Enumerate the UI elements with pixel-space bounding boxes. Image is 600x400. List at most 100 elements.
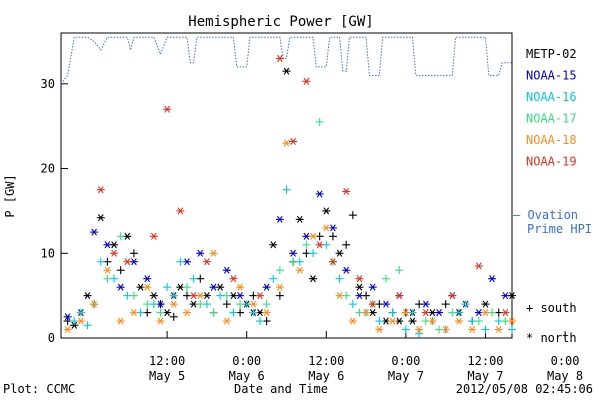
legend-item-metp-02: METP-02 bbox=[526, 47, 577, 61]
point-metp-02 bbox=[222, 300, 231, 309]
point-noaa-19 bbox=[123, 258, 132, 266]
point-noaa-17 bbox=[302, 240, 311, 249]
x-tick-date: May 8 bbox=[547, 369, 583, 383]
point-noaa-16 bbox=[163, 283, 172, 292]
chart-title: Hemispheric Power [GW] bbox=[188, 14, 373, 30]
point-noaa-15 bbox=[275, 215, 284, 223]
point-noaa-15 bbox=[143, 275, 152, 283]
point-metp-02 bbox=[275, 291, 284, 300]
point-noaa-15 bbox=[368, 283, 377, 291]
point-noaa-17 bbox=[448, 308, 457, 317]
ovation-legend-line1: — Ovation bbox=[513, 208, 578, 222]
legend-item-noaa-15: NOAA-15 bbox=[526, 69, 577, 83]
point-noaa-18 bbox=[348, 317, 357, 325]
point-metp-02 bbox=[342, 240, 351, 249]
ovation-hpi-line bbox=[60, 36, 512, 85]
legend-item-noaa-16: NOAA-16 bbox=[526, 90, 577, 104]
point-noaa-17 bbox=[169, 291, 178, 300]
point-metp-02 bbox=[309, 275, 318, 283]
point-noaa-17 bbox=[236, 300, 245, 309]
point-metp-02 bbox=[481, 300, 490, 308]
point-metp-02 bbox=[269, 241, 278, 249]
point-noaa-19 bbox=[395, 292, 404, 300]
point-noaa-18 bbox=[441, 325, 450, 334]
point-noaa-17 bbox=[129, 291, 138, 300]
point-noaa-16 bbox=[481, 325, 490, 334]
point-noaa-16 bbox=[508, 325, 516, 334]
point-noaa-15 bbox=[488, 275, 497, 283]
point-metp-02 bbox=[295, 215, 304, 223]
point-metp-02 bbox=[169, 312, 178, 321]
data-points bbox=[63, 54, 516, 338]
point-noaa-19 bbox=[315, 241, 324, 249]
point-noaa-18 bbox=[90, 300, 99, 308]
point-noaa-15 bbox=[103, 241, 112, 249]
point-noaa-19 bbox=[202, 258, 211, 266]
point-noaa-16 bbox=[401, 325, 410, 334]
point-noaa-19 bbox=[96, 186, 105, 194]
legend: METP-02 NOAA-15 NOAA-16 NOAA-17 NOAA-18 NOAA-… bbox=[526, 47, 577, 169]
point-noaa-17 bbox=[262, 300, 271, 309]
point-noaa-16 bbox=[388, 308, 397, 317]
legend-item-noaa-17: NOAA-17 bbox=[526, 112, 577, 126]
point-noaa-18 bbox=[116, 317, 125, 325]
point-noaa-17 bbox=[76, 308, 85, 317]
y-axis-label: P [GW] bbox=[3, 174, 17, 217]
point-noaa-18 bbox=[468, 325, 477, 334]
point-noaa-18 bbox=[236, 283, 245, 291]
point-metp-02 bbox=[335, 249, 344, 257]
point-noaa-18 bbox=[282, 139, 291, 147]
point-noaa-18 bbox=[143, 283, 152, 291]
x-axis-label: Date and Time bbox=[234, 382, 328, 396]
point-noaa-18 bbox=[169, 300, 178, 308]
point-metp-02 bbox=[408, 317, 417, 325]
point-noaa-18 bbox=[129, 309, 138, 317]
point-noaa-15 bbox=[342, 266, 351, 274]
point-noaa-16 bbox=[415, 329, 424, 338]
point-noaa-15 bbox=[381, 300, 390, 308]
point-metp-02 bbox=[96, 214, 105, 222]
point-noaa-18 bbox=[249, 300, 258, 308]
point-noaa-19 bbox=[302, 77, 311, 85]
point-noaa-16 bbox=[309, 249, 318, 258]
ovation-legend-line2: Prime HPI bbox=[527, 222, 592, 236]
point-noaa-15 bbox=[435, 309, 444, 317]
point-noaa-18 bbox=[481, 309, 490, 317]
point-noaa-18 bbox=[183, 309, 192, 317]
point-noaa-15 bbox=[355, 292, 364, 300]
point-noaa-18 bbox=[156, 317, 165, 325]
x-tick-time: 0:00 bbox=[551, 354, 580, 368]
point-noaa-17 bbox=[395, 266, 404, 275]
point-noaa-18 bbox=[508, 317, 516, 325]
x-tick-time: 0:00 bbox=[232, 354, 261, 368]
y-tick-label: 20 bbox=[41, 162, 55, 176]
point-noaa-16 bbox=[335, 274, 344, 283]
point-noaa-17 bbox=[461, 300, 470, 309]
point-noaa-18 bbox=[454, 317, 463, 325]
point-noaa-18 bbox=[428, 317, 437, 325]
point-noaa-19 bbox=[289, 137, 298, 145]
point-noaa-19 bbox=[189, 292, 198, 300]
point-noaa-19 bbox=[342, 187, 351, 195]
plot-frame bbox=[60, 32, 513, 339]
point-noaa-17 bbox=[143, 300, 152, 309]
point-noaa-15 bbox=[501, 292, 510, 300]
point-noaa-19 bbox=[229, 275, 238, 283]
point-noaa-19 bbox=[448, 292, 457, 300]
point-noaa-19 bbox=[110, 249, 119, 257]
x-tick-date: May 7 bbox=[388, 369, 424, 383]
point-noaa-17 bbox=[196, 300, 205, 309]
footer-plot-source: Plot: CCMC bbox=[3, 382, 75, 396]
point-noaa-16 bbox=[189, 274, 198, 283]
point-noaa-19 bbox=[149, 232, 158, 240]
point-noaa-17 bbox=[474, 317, 483, 326]
point-noaa-18 bbox=[335, 292, 344, 300]
point-noaa-18 bbox=[262, 309, 271, 317]
point-noaa-19 bbox=[163, 105, 172, 113]
x-tick-time: 12:00 bbox=[149, 354, 185, 368]
point-noaa-19 bbox=[328, 258, 337, 266]
point-noaa-17 bbox=[249, 308, 258, 317]
point-noaa-15 bbox=[63, 313, 72, 321]
point-metp-02 bbox=[70, 321, 79, 329]
